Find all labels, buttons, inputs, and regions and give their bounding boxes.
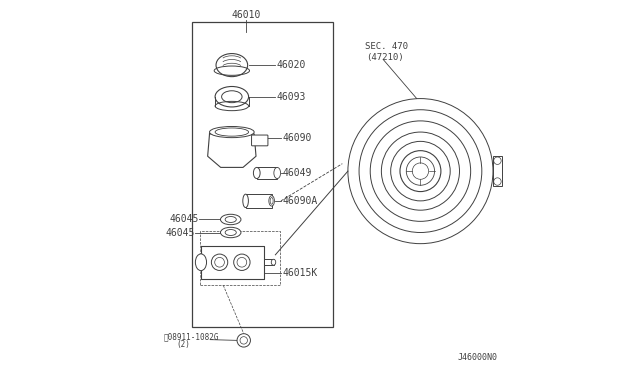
Ellipse shape: [243, 194, 248, 208]
Ellipse shape: [195, 254, 207, 271]
Circle shape: [234, 254, 250, 270]
Text: 46090A: 46090A: [282, 196, 317, 206]
Text: 46015K: 46015K: [282, 269, 317, 278]
Text: SEC. 470: SEC. 470: [365, 42, 408, 51]
Bar: [493, 156, 502, 186]
Bar: [257, 167, 277, 179]
Text: (47210): (47210): [367, 53, 404, 62]
Text: (2): (2): [177, 340, 191, 349]
Bar: [200, 231, 280, 285]
Bar: [264, 259, 273, 265]
Ellipse shape: [274, 167, 280, 179]
Text: J46000N0: J46000N0: [458, 353, 498, 362]
Polygon shape: [207, 134, 256, 167]
Circle shape: [400, 151, 441, 192]
Ellipse shape: [269, 196, 275, 206]
Text: 46010: 46010: [232, 10, 261, 20]
Bar: [191, 22, 333, 327]
Ellipse shape: [271, 259, 276, 265]
Polygon shape: [201, 246, 264, 279]
Ellipse shape: [253, 167, 260, 179]
Circle shape: [211, 254, 228, 270]
FancyBboxPatch shape: [252, 135, 268, 146]
Text: 46020: 46020: [276, 60, 306, 70]
Text: 46049: 46049: [282, 168, 312, 178]
Ellipse shape: [221, 227, 241, 238]
Text: ⓝ08911-1082G: ⓝ08911-1082G: [164, 332, 220, 341]
Text: 46090: 46090: [282, 133, 312, 142]
Ellipse shape: [209, 126, 254, 138]
Ellipse shape: [221, 214, 241, 225]
Text: 46045: 46045: [170, 215, 198, 224]
Text: 46093: 46093: [276, 92, 306, 102]
Bar: [246, 194, 271, 208]
Circle shape: [237, 334, 250, 347]
Text: 46045: 46045: [166, 228, 195, 237]
